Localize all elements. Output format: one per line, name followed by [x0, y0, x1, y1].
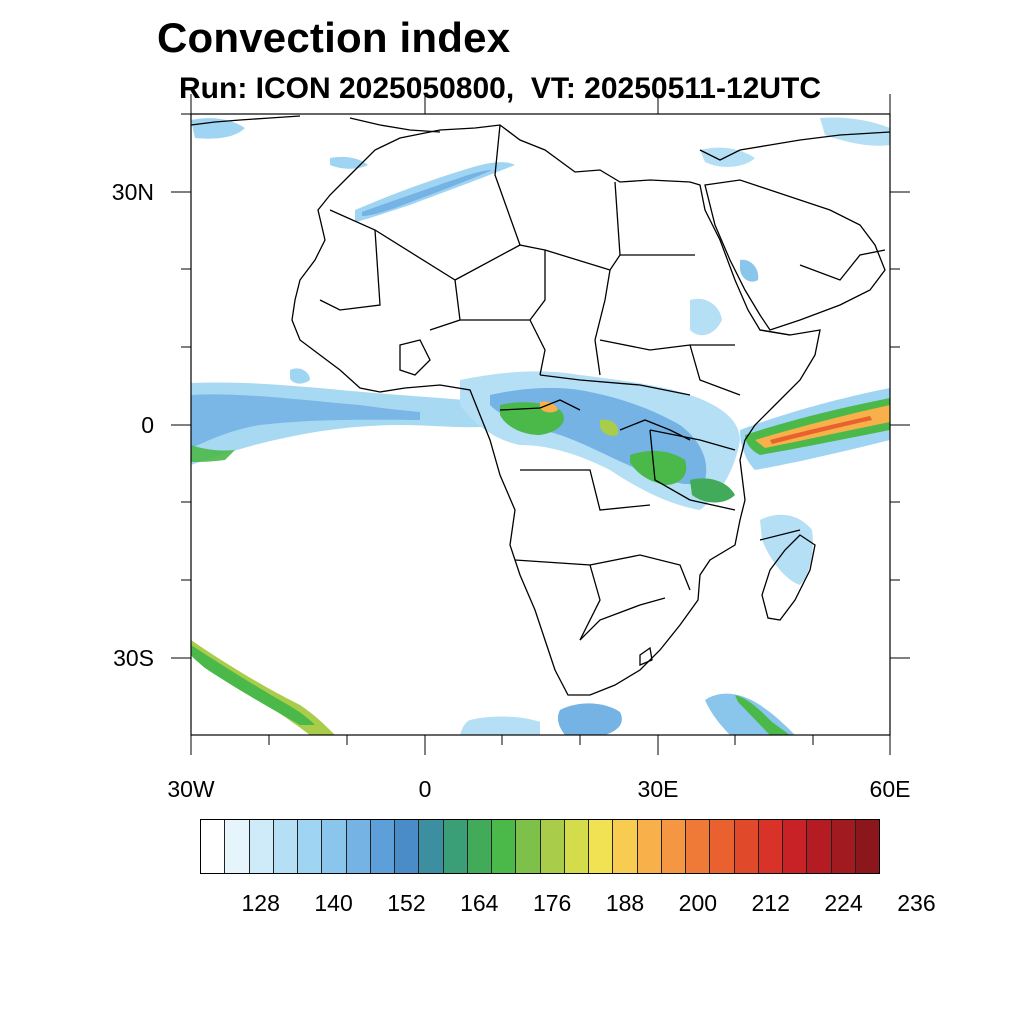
colorbar-label: 224 [824, 890, 863, 916]
colorbar-swatch [710, 820, 735, 873]
lon-label-30e: 30E [637, 776, 679, 802]
convection-field [191, 117, 890, 735]
colorbar-label: 176 [532, 890, 572, 916]
colorbar-swatch [540, 820, 565, 873]
chart-title: Convection index [157, 14, 511, 61]
colorbar-swatch [467, 820, 492, 873]
colorbar-swatch [370, 820, 395, 873]
colorbar-swatch [419, 820, 444, 873]
colorbar-swatch [758, 820, 783, 873]
colorbar-swatch [492, 820, 517, 873]
colorbar-label: 200 [678, 890, 718, 916]
lat-label-30n: 30N [111, 179, 154, 205]
colorbar-swatch [201, 820, 226, 873]
colorbar-swatch [613, 820, 638, 873]
colorbar-swatch [298, 820, 323, 873]
colorbar-label: 164 [460, 890, 499, 916]
colorbar-swatch [273, 820, 298, 873]
colorbar-swatch [807, 820, 832, 873]
colorbar-swatch [589, 820, 614, 873]
colorbar-swatch [637, 820, 662, 873]
colorbar-swatch [831, 820, 856, 873]
colorbar-label: 128 [241, 890, 280, 916]
colorbar-swatch [249, 820, 274, 873]
colorbar-swatch [686, 820, 711, 873]
lat-label-0: 0 [141, 412, 154, 438]
colorbar-label: 236 [897, 890, 936, 916]
colorbar-swatch [855, 820, 879, 873]
colorbar-swatch [346, 820, 371, 873]
colorbar-swatch [395, 820, 420, 873]
colorbar-swatch [783, 820, 808, 873]
lon-label-30w: 30W [167, 776, 215, 802]
colorbar-swatch [564, 820, 589, 873]
colorbar-swatch [225, 820, 250, 873]
axis-ticks [171, 94, 910, 755]
lat-label-30s: 30S [113, 645, 154, 671]
colorbar-swatch [516, 820, 541, 873]
colorbar-label: 140 [314, 890, 353, 916]
colorbar [200, 819, 880, 874]
lon-label-60e: 60E [869, 776, 911, 802]
colorbar-label: 188 [605, 890, 645, 916]
colorbar-swatch [661, 820, 686, 873]
colorbar-swatch [322, 820, 347, 873]
colorbar-swatch [734, 820, 759, 873]
colorbar-label: 152 [387, 890, 426, 916]
colorbar-swatch [443, 820, 468, 873]
lon-label-0: 0 [418, 776, 432, 802]
chart-subtitle: Run: ICON 2025050800, VT: 20250511-12UTC [179, 72, 821, 105]
colorbar-label: 212 [751, 890, 790, 916]
coastlines [191, 115, 890, 696]
